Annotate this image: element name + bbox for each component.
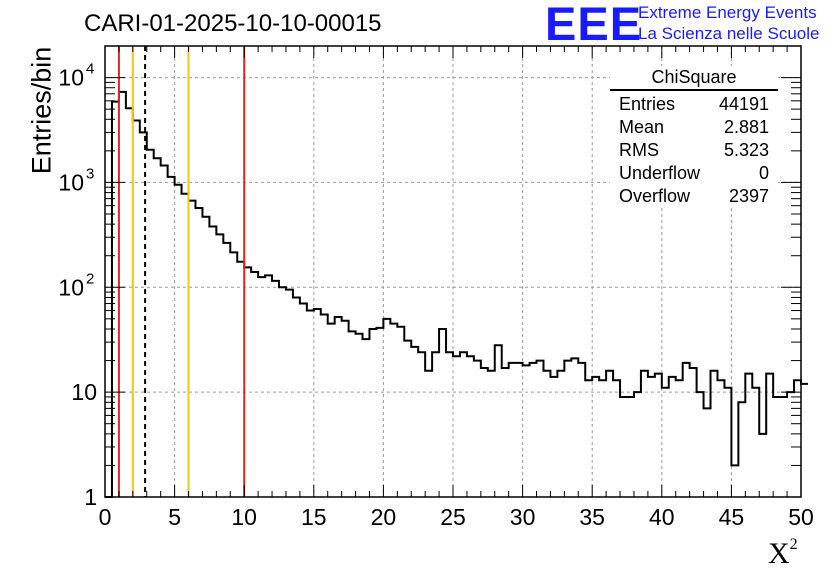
logo-tagline-2: La Scienza nelle Scuole	[638, 24, 820, 43]
y-tick-label: 10	[58, 169, 84, 195]
stats-box: ChiSquare Entries 44191 Mean 2.881 RMS 5…	[610, 66, 778, 208]
stats-value: 2397	[728, 186, 769, 206]
x-tick-label: 25	[440, 504, 466, 530]
stats-value: 0	[758, 163, 769, 183]
x-axis-label: X2	[768, 536, 798, 571]
x-tick-label: 5	[168, 504, 181, 530]
stats-row-rms: RMS 5.323	[610, 139, 778, 162]
plot-title: CARI-01-2025-10-10-00015	[84, 10, 382, 37]
x-tick-label: 20	[371, 504, 397, 530]
y-tick-exponent: 4	[86, 61, 94, 78]
x-tick-label: 10	[231, 504, 257, 530]
stats-value: 5.323	[723, 140, 769, 160]
stats-value: 44191	[718, 94, 769, 114]
histogram-series	[105, 90, 808, 498]
stats-divider	[610, 89, 778, 91]
x-axis-label-base: X	[768, 537, 790, 570]
stats-label: Mean	[619, 117, 665, 137]
y-tick-exponent: 3	[86, 165, 94, 182]
x-tick-label: 35	[579, 504, 605, 530]
y-tick-exponent: 2	[86, 270, 94, 287]
y-tick-label: 10	[58, 274, 84, 300]
x-tick-label: 30	[510, 504, 536, 530]
x-tick-label: 40	[649, 504, 675, 530]
x-tick-label: 15	[301, 504, 327, 530]
stats-label: Entries	[619, 94, 676, 114]
y-tick-label: 1	[84, 484, 97, 510]
stats-title: ChiSquare	[651, 67, 737, 87]
y-tick-label: 10	[71, 379, 97, 405]
stats-label: RMS	[619, 140, 659, 160]
stats-row-entries: Entries 44191	[610, 93, 778, 116]
logo-tagline-1: Extreme Energy Events	[638, 3, 817, 22]
stats-row-mean: Mean 2.881	[610, 116, 778, 139]
y-axis-label: Entries/bin	[26, 46, 57, 175]
x-tick-label: 50	[788, 504, 814, 530]
x-axis-label-exponent: 2	[789, 536, 798, 553]
stats-value: 2.881	[723, 117, 769, 137]
x-tick-label: 45	[719, 504, 745, 530]
x-tick-label: 0	[99, 504, 112, 530]
stats-label: Overflow	[619, 186, 691, 206]
stats-row-overflow: Overflow 2397	[610, 185, 778, 208]
stats-row-underflow: Underflow 0	[610, 162, 778, 185]
eee-logo: EEE	[545, 0, 643, 50]
stats-label: Underflow	[619, 163, 701, 183]
y-tick-label: 10	[58, 65, 84, 91]
